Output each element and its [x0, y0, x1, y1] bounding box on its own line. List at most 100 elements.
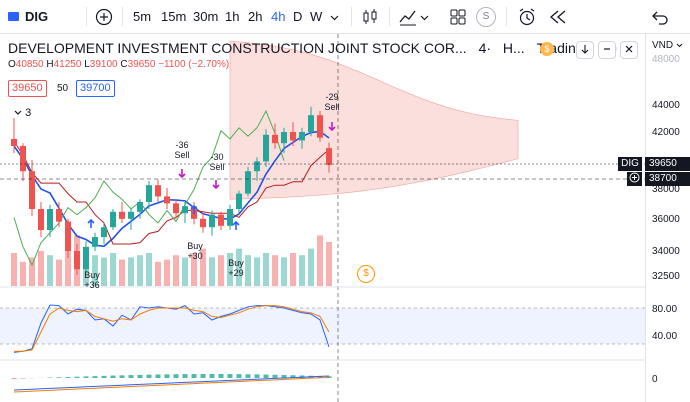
- alert-button[interactable]: [517, 0, 537, 33]
- replay-button[interactable]: [548, 0, 568, 33]
- rewind-icon: [548, 7, 568, 27]
- last-symbol-tag: DIG: [618, 157, 642, 171]
- macd-histogram-bar: [65, 377, 71, 378]
- interval-1h[interactable]: 1h: [225, 9, 240, 24]
- axis-label-40: 40.00: [652, 331, 678, 342]
- dividend-marker[interactable]: $: [357, 265, 375, 283]
- macd-histogram-bar: [137, 374, 143, 378]
- volume-bar: [200, 248, 206, 286]
- currency-button[interactable]: S: [476, 0, 496, 33]
- base-line: [13, 140, 330, 245]
- chart-pane[interactable]: [0, 34, 645, 402]
- interval-5m[interactable]: 5m: [133, 9, 152, 24]
- high-value: 41250: [53, 59, 82, 70]
- candle-body: [11, 139, 17, 146]
- interval-2h[interactable]: 2h: [248, 9, 263, 24]
- volume-bar: [11, 253, 17, 286]
- candle-body: [182, 206, 188, 214]
- pane-close-button[interactable]: [620, 41, 638, 59]
- volume-bar: [101, 257, 107, 286]
- volume-bar: [308, 248, 314, 286]
- add-alert-button[interactable]: [627, 172, 642, 186]
- candle-body: [245, 171, 251, 194]
- sell-marker-2[interactable]: -30 Sell: [209, 152, 225, 172]
- macd-histogram-bar: [272, 374, 278, 378]
- scroll-down-button[interactable]: [576, 41, 594, 59]
- buy-marker-2[interactable]: Buy +29: [228, 258, 244, 278]
- compare-button[interactable]: [94, 0, 114, 33]
- macd-histogram-bar: [245, 374, 251, 378]
- legend-exchange: H...: [502, 40, 525, 56]
- interval-d[interactable]: D: [293, 9, 303, 24]
- axis-label-44000: 44000: [652, 100, 680, 111]
- chevron-down-icon: [330, 9, 339, 24]
- candle-body: [155, 185, 161, 197]
- macd-histogram-bar: [254, 374, 260, 378]
- indicators-button[interactable]: [398, 0, 429, 33]
- layouts-button[interactable]: [448, 0, 468, 33]
- currency-label[interactable]: VND: [652, 40, 683, 51]
- legend-interval: 4·: [478, 40, 492, 56]
- interval-w[interactable]: W: [310, 9, 323, 24]
- stoch-d-line: [14, 305, 330, 352]
- price-axis[interactable]: VND 48000 44000 42000 38000 36000 34000 …: [645, 34, 690, 402]
- candle-body: [290, 132, 296, 141]
- last-price-tag: 39650: [645, 157, 690, 171]
- symbol-title: DEVELOPMENT INVESTMENT CONSTRUCTION JOIN…: [8, 40, 467, 56]
- candle-body: [299, 132, 305, 141]
- axis-label-80: 80.00: [652, 304, 678, 315]
- chart-canvas[interactable]: [0, 34, 645, 402]
- volume-bar: [227, 253, 233, 286]
- volume-bar: [110, 253, 116, 286]
- volume-bar: [56, 259, 62, 286]
- open-value: 40850: [15, 59, 44, 70]
- candle-body: [29, 171, 35, 209]
- macd-histogram-bar: [191, 374, 197, 378]
- interval-dropdown[interactable]: [330, 0, 339, 33]
- stoch-k-line: [13, 304, 330, 353]
- minus-icon: [602, 44, 612, 57]
- interval-30m[interactable]: 30m: [193, 9, 219, 24]
- macd-line: [13, 375, 330, 391]
- ichimoku-cloud: [229, 40, 519, 200]
- sell-marker-1[interactable]: -36 Sell: [174, 140, 190, 160]
- buy-marker-3[interactable]: Buy +36: [84, 270, 100, 290]
- macd-histogram-bar: [182, 374, 188, 378]
- axis-label-48000: 48000: [652, 54, 680, 65]
- change-value: −1100 (−2.70%): [158, 59, 230, 70]
- macd-histogram-bar: [164, 374, 170, 378]
- close-value: 39650: [127, 59, 156, 70]
- sell-arrow: [178, 169, 186, 179]
- symbol-label: DIG: [25, 9, 49, 24]
- buy-arrow: [87, 218, 95, 228]
- pane-minimize-button[interactable]: [598, 41, 616, 59]
- candle-body: [101, 227, 107, 237]
- sell-price-button[interactable]: 39650: [8, 80, 47, 97]
- sell-arrow: [212, 180, 220, 190]
- candle-body: [281, 132, 287, 144]
- volume-bar: [326, 242, 332, 286]
- buy-marker-1[interactable]: Buy +30: [187, 241, 203, 261]
- candle-body: [236, 193, 242, 209]
- macd-histogram-bar: [11, 378, 17, 379]
- volume-bar: [119, 259, 125, 286]
- symbol-search[interactable]: DIG: [8, 0, 48, 33]
- candle-body: [47, 209, 53, 230]
- moving-average-line: [13, 130, 330, 248]
- candle-body: [119, 211, 125, 219]
- divider: [506, 7, 507, 26]
- indicators-collapse[interactable]: 3: [14, 107, 31, 119]
- interval-15m[interactable]: 15m: [161, 9, 187, 24]
- chart-type-button[interactable]: [360, 0, 380, 33]
- sell-marker-3[interactable]: -29 Sell: [324, 92, 340, 112]
- divider: [86, 7, 87, 26]
- macd-histogram-bar: [263, 374, 269, 378]
- volume-bar: [65, 248, 71, 286]
- undo-button[interactable]: [650, 0, 670, 33]
- alarm-clock-icon: [517, 7, 537, 27]
- plus-circle-icon: [629, 170, 640, 188]
- candle-body: [254, 161, 260, 172]
- interval-4h-active[interactable]: 4h: [271, 9, 286, 24]
- crosshair-price-tag: 38700: [645, 172, 690, 186]
- buy-price-button[interactable]: 39700: [76, 80, 115, 97]
